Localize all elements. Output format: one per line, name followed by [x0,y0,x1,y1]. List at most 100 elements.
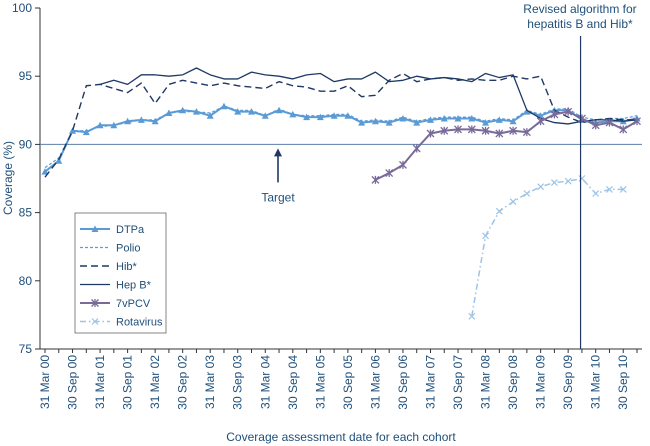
x-tick-label: 30 Sep 09 [561,355,575,410]
x-tick-label: 30 Sep 00 [66,355,80,410]
series-hepb [99,67,638,125]
legend: DTPa Polio Hib* Hep B* 7vPCV Rotavirus [74,212,167,334]
dtpa-point [330,112,338,119]
x-tick-label: 30 Sep 07 [451,355,465,410]
x-axis-ticks: 31 Mar 00 30 Sep 00 31 Mar 01 30 Sep 01 31 M… [38,349,638,410]
x-tick-label: 31 Mar 07 [423,355,437,409]
rotavirus-point [550,179,558,187]
x-tick-label: 31 Mar 05 [313,355,327,409]
7vpcv-point [426,129,435,138]
x-tick-label: 31 Mar 00 [38,355,52,409]
rotavirus-point [606,185,613,193]
dtpa-point [344,112,352,119]
dtpa-point [495,116,503,123]
plot-area [39,8,642,350]
legend-dtpa-point [91,225,99,232]
7vpcv-point [481,126,490,135]
dtpa-point [41,168,49,175]
7vpcv-point [440,126,449,135]
rotavirus-point [537,183,545,191]
x-tick-label: 31 Mar 09 [534,355,548,409]
dtpa-point [151,117,159,125]
x-tick-label: 30 Sep 03 [231,355,245,410]
dtpa-point [454,114,462,122]
legend-item-hib: Hib* [80,261,138,273]
x-tick-label: 31 Mar 03 [203,355,217,409]
x-tick-label: 30 Sep 10 [616,355,630,410]
rotavirus-point [523,190,531,197]
7vpcv-point [509,126,518,135]
rotavirus-point [592,190,600,197]
rotavirus-point [619,185,627,193]
7vpcv-point [522,128,531,137]
series-rotavirus [468,175,627,320]
series-line-hepb [99,67,638,125]
legend-label: 7vPCV [116,298,151,310]
legend-label: Hib* [116,261,138,273]
x-tick-label: 30 Sep 04 [286,355,300,410]
dtpa-point [426,116,434,123]
legend-7vpcv-point [91,299,99,307]
y-tick-label: 75 [19,342,33,356]
rotavirus-point [495,207,503,215]
target-arrowhead [274,148,282,157]
dtpa-point [82,128,90,136]
7vpcv-point [564,107,573,116]
legend-label: DTPa [116,224,145,236]
dtpa-point [275,106,283,114]
legend-item-dtpa: DTPa [80,224,145,236]
target-group: Target [40,143,642,204]
x-tick-label: 31 Mar 04 [258,355,272,409]
dtpa-point [358,119,366,126]
dtpa-point [482,119,490,126]
x-tick-label: 30 Sep 02 [176,355,190,410]
y-tick-label: 100 [12,1,32,15]
7vpcv-point [398,160,407,169]
dtpa-point [509,117,517,125]
x-tick-label: 31 Mar 01 [93,355,107,409]
dtpa-point [413,119,421,126]
legend-item-polio: Polio [80,243,140,255]
rotavirus-point [482,232,489,240]
y-tick-label: 85 [19,206,33,220]
series-line-rotavirus [471,177,624,317]
series-hib [44,72,637,178]
series-lines [41,67,641,320]
series-line-dtpa [44,105,638,173]
rotavirus-point [564,177,572,185]
dtpa-point [399,114,407,122]
y-axis-label: Coverage (%) [1,141,15,215]
7vpcv-point [633,117,641,126]
target-label: Target [261,190,295,204]
legend-box [74,212,167,334]
annotation: Revised algorithm for hepatitis B and Hi… [523,2,637,349]
7vpcv-point [605,118,614,127]
dtpa-point [316,113,324,121]
dtpa-point [248,108,256,115]
legend-rotavirus-point [91,318,99,325]
dtpa-point [206,112,214,119]
x-tick-label: 31 Mar 08 [479,355,493,409]
dtpa-point [303,113,311,121]
x-tick-label: 30 Sep 06 [396,355,410,410]
dtpa-point [55,157,63,164]
7vpcv-point [495,129,504,138]
x-tick-label: 31 Mar 06 [368,355,382,409]
7vpcv-point [577,114,586,123]
7vpcv-point [591,121,600,130]
7vpcv-point [619,125,628,134]
rotavirus-point [509,198,517,206]
dtpa-point [385,119,393,126]
7vpcv-point [467,125,476,134]
dtpa-point [192,108,200,115]
7vpcv-point [536,117,545,126]
series-dtpa [41,102,641,175]
dtpa-point [110,121,118,129]
legend-label: Rotavirus [116,317,163,329]
7vpcv-point [412,144,421,153]
series-7vpcv [371,107,641,184]
y-axis-ticks: 75 80 85 90 95 100 [12,1,40,356]
legend-label: Polio [116,243,140,255]
dtpa-point [220,102,228,110]
